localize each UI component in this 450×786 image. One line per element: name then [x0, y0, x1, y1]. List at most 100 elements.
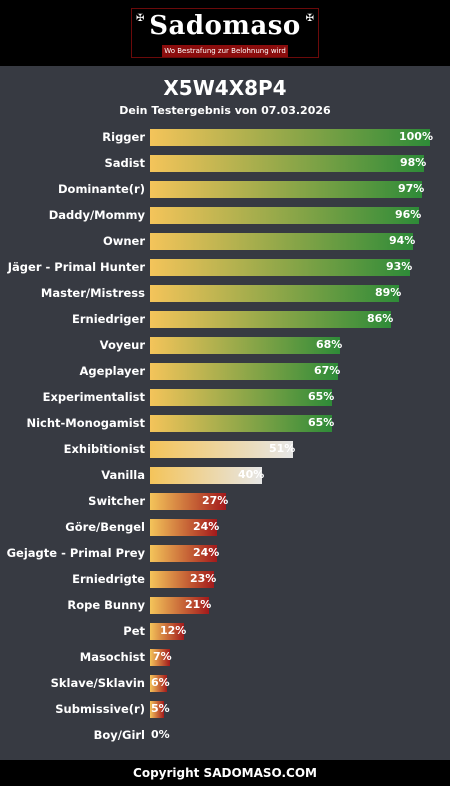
result-bar	[150, 467, 262, 484]
result-row: Master/Mistress 89%	[0, 284, 450, 302]
result-label: Erniedriger	[71, 312, 145, 326]
result-bar	[150, 623, 184, 640]
site-header: ✠ ✠ Sadomaso Wo Bestrafung zur Belohnung…	[0, 0, 450, 66]
result-label: Ageplayer	[79, 364, 145, 378]
result-label: Nicht-Monogamist	[26, 416, 145, 430]
result-subtitle: Dein Testergebnis von 07.03.2026	[119, 104, 331, 117]
result-bar	[150, 181, 422, 198]
result-percent: 0%	[151, 728, 170, 741]
result-row: Voyeur 68%	[0, 336, 450, 354]
result-percent: 51%	[269, 442, 296, 455]
result-row: Rigger 100%	[0, 128, 450, 146]
result-row: Exhibitionist 51%	[0, 440, 450, 458]
result-percent: 68%	[316, 338, 343, 351]
logo-tagline: Wo Bestrafung zur Belohnung wird	[162, 45, 288, 57]
result-bar	[150, 285, 399, 302]
result-label: Gejagte - Primal Prey	[6, 546, 145, 560]
result-bar	[150, 259, 410, 276]
result-row: Erniedrigte 23%	[0, 570, 450, 588]
result-bar	[150, 519, 217, 536]
result-label: Boy/Girl	[93, 728, 145, 742]
result-label: Masochist	[79, 650, 145, 664]
result-percent: 23%	[190, 572, 217, 585]
result-label: Master/Mistress	[40, 286, 145, 300]
result-bar	[150, 701, 164, 718]
result-row: Gejagte - Primal Prey 24%	[0, 544, 450, 562]
result-row: Owner 94%	[0, 232, 450, 250]
result-percent: 7%	[153, 650, 172, 663]
result-bar	[150, 129, 430, 146]
result-percent: 98%	[400, 156, 427, 169]
result-row: Jäger - Primal Hunter 93%	[0, 258, 450, 276]
result-percent: 89%	[375, 286, 402, 299]
result-row: Vanilla 40%	[0, 466, 450, 484]
footer-copyright: Copyright SADOMASO.COM	[0, 760, 450, 786]
result-percent: 94%	[389, 234, 416, 247]
result-label: Pet	[123, 624, 145, 638]
result-percent: 65%	[308, 390, 335, 403]
result-bar	[150, 311, 391, 328]
result-bar	[150, 675, 167, 692]
result-title: X5W4X8P4	[163, 76, 287, 100]
result-percent: 21%	[185, 598, 212, 611]
result-label: Dominante(r)	[58, 182, 145, 196]
ornament-icon: ✠	[136, 13, 145, 24]
result-bar	[150, 441, 293, 458]
result-percent: 5%	[151, 702, 170, 715]
result-bar	[150, 545, 217, 562]
result-label: Erniedrigte	[72, 572, 145, 586]
result-percent: 86%	[367, 312, 394, 325]
result-label: Owner	[102, 234, 145, 248]
result-label: Rope Bunny	[67, 598, 145, 612]
result-row: Dominante(r) 97%	[0, 180, 450, 198]
ornament-icon: ✠	[305, 13, 314, 24]
result-percent: 24%	[193, 520, 220, 533]
result-percent: 27%	[202, 494, 229, 507]
result-label: Göre/Bengel	[65, 520, 145, 534]
result-label: Voyeur	[99, 338, 145, 352]
result-bar	[150, 389, 332, 406]
result-row: Nicht-Monogamist 65%	[0, 414, 450, 432]
result-row: Sadist 98%	[0, 154, 450, 172]
result-label: Jäger - Primal Hunter	[7, 260, 145, 274]
result-percent: 100%	[399, 130, 433, 143]
result-label: Sadist	[104, 156, 145, 170]
result-row: Daddy/Mommy 96%	[0, 206, 450, 224]
result-percent: 96%	[395, 208, 422, 221]
result-percent: 6%	[151, 676, 170, 689]
result-row: Ageplayer 67%	[0, 362, 450, 380]
result-bar	[150, 649, 170, 666]
result-row: Masochist 7%	[0, 648, 450, 666]
result-row: Boy/Girl 0%	[0, 726, 450, 744]
result-bar	[150, 571, 214, 588]
result-percent: 24%	[193, 546, 220, 559]
result-bar	[150, 207, 419, 224]
result-row: Erniedriger 86%	[0, 310, 450, 328]
result-label: Experimentalist	[42, 390, 145, 404]
result-bar	[150, 233, 413, 250]
result-percent: 65%	[308, 416, 335, 429]
result-label: Daddy/Mommy	[48, 208, 145, 222]
result-bar	[150, 493, 226, 510]
result-row: Göre/Bengel 24%	[0, 518, 450, 536]
result-percent: 93%	[386, 260, 413, 273]
result-percent: 97%	[398, 182, 425, 195]
logo-wordmark: Sadomaso	[149, 11, 301, 41]
result-label: Submissive(r)	[55, 702, 145, 716]
result-label: Switcher	[88, 494, 145, 508]
result-row: Experimentalist 65%	[0, 388, 450, 406]
result-row: Submissive(r) 5%	[0, 700, 450, 718]
result-bar	[150, 155, 424, 172]
result-row: Sklave/Sklavin 6%	[0, 674, 450, 692]
result-label: Rigger	[102, 130, 145, 144]
result-bar	[150, 363, 338, 380]
result-percent: 40%	[238, 468, 265, 481]
result-label: Sklave/Sklavin	[50, 676, 145, 690]
sadomaso-logo[interactable]: ✠ ✠ Sadomaso Wo Bestrafung zur Belohnung…	[131, 8, 319, 58]
result-label: Vanilla	[101, 468, 145, 482]
result-percent: 67%	[314, 364, 341, 377]
result-bar	[150, 415, 332, 432]
result-bar	[150, 337, 340, 354]
result-percent: 12%	[160, 624, 187, 637]
result-label: Exhibitionist	[63, 442, 145, 456]
